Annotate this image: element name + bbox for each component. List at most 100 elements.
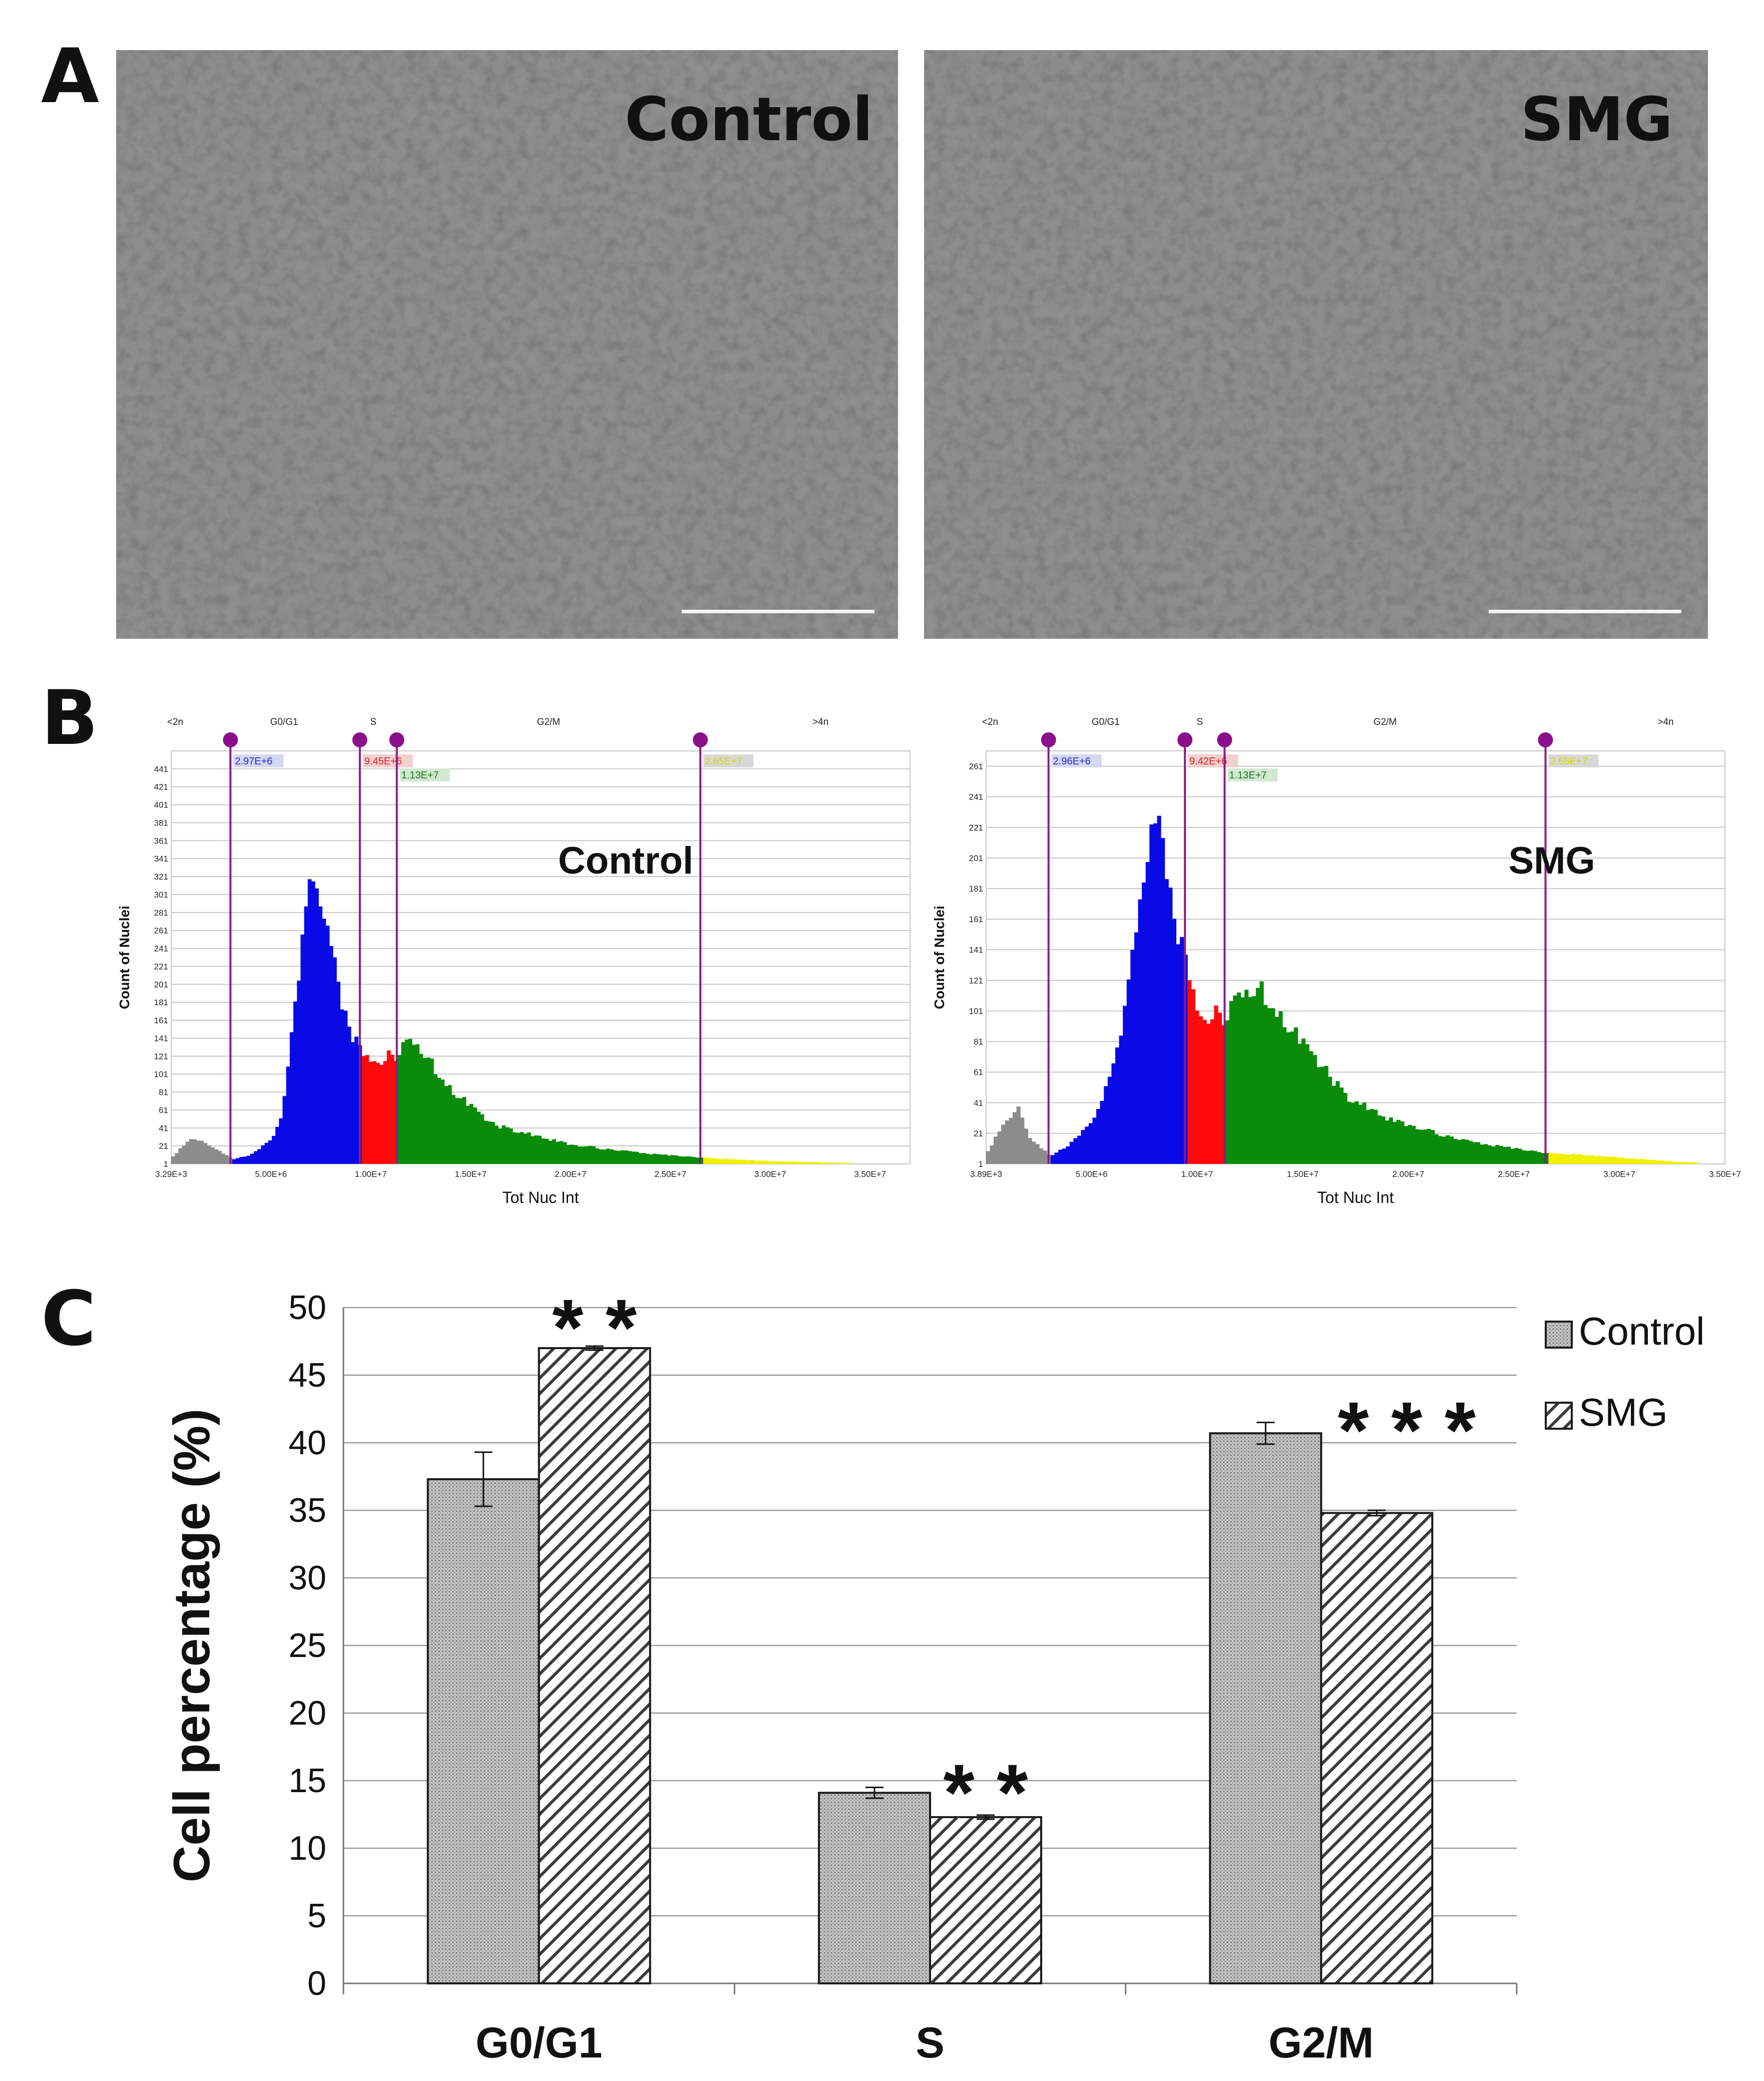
- histogram-bar: [480, 1114, 485, 1164]
- histogram-bar: [706, 1158, 711, 1164]
- histogram-bar: [1609, 1156, 1614, 1164]
- histogram-bar: [530, 1136, 535, 1164]
- histogram-bar: [404, 1039, 409, 1164]
- y-tick-label: 141: [154, 1034, 168, 1043]
- histogram-bar: [210, 1147, 215, 1164]
- histogram-bar: [1681, 1161, 1686, 1164]
- histogram-bar: [311, 881, 315, 1164]
- histogram-bar: [192, 1139, 197, 1164]
- histogram-bar: [236, 1158, 240, 1164]
- histogram-bar: [660, 1154, 664, 1164]
- histogram-bar: [771, 1161, 775, 1164]
- chart-title: Control: [558, 840, 693, 882]
- histogram-bar: [1092, 1117, 1097, 1164]
- y-tick-label: 121: [969, 976, 983, 985]
- x-tick-label: 2.50E+7: [1498, 1169, 1530, 1179]
- histogram-bar: [1229, 1001, 1233, 1164]
- y-tick-label: 161: [969, 915, 983, 924]
- micrograph-control-image: [116, 50, 898, 639]
- histogram-bar: [300, 934, 305, 1164]
- y-tick-label: 161: [154, 1016, 168, 1025]
- histogram-bar: [1442, 1136, 1447, 1164]
- micrograph-smg-label: SMG: [1520, 85, 1673, 155]
- histogram-bar: [588, 1146, 592, 1164]
- histogram-bar: [807, 1162, 811, 1164]
- histogram-bar: [1670, 1161, 1674, 1164]
- x-tick-label: 3.50E+7: [854, 1169, 886, 1179]
- histogram-bar: [1062, 1148, 1066, 1164]
- y-tick-label: 321: [154, 872, 168, 882]
- histogram-bar: [397, 1055, 402, 1164]
- histogram-bar: [1689, 1162, 1693, 1164]
- histogram-bar: [469, 1104, 474, 1164]
- histogram-bar: [1518, 1148, 1522, 1164]
- histogram-bar: [513, 1132, 517, 1164]
- histogram-bar: [1503, 1146, 1507, 1164]
- histogram-bar: [1096, 1109, 1101, 1164]
- histogram-bar: [1351, 1102, 1355, 1164]
- y-tick-label: 20: [288, 1694, 326, 1732]
- histogram-bar: [1362, 1102, 1367, 1164]
- panel-label-a: A: [41, 33, 100, 120]
- histogram-bar: [775, 1161, 779, 1164]
- significance-marker: * * *: [1338, 1385, 1476, 1475]
- histogram-bar: [448, 1085, 452, 1164]
- histogram-bar: [1431, 1130, 1435, 1164]
- y-tick-label: 441: [154, 764, 168, 774]
- gate-value: 2.96E+6: [1053, 756, 1091, 767]
- histogram-bar: [671, 1155, 675, 1164]
- histogram-bar: [1434, 1134, 1439, 1164]
- gate-handle: [693, 732, 708, 747]
- bar-control: [1209, 1432, 1322, 1985]
- y-tick-label: 10: [288, 1829, 326, 1867]
- histogram-bar: [1677, 1161, 1682, 1164]
- histogram-bar: [1312, 1055, 1317, 1164]
- histogram-bar: [1666, 1160, 1670, 1164]
- histogram-bar: [218, 1151, 222, 1164]
- x-category-label: G2/M: [1268, 2019, 1374, 2067]
- histogram-bar: [412, 1045, 416, 1164]
- histogram-bar: [757, 1160, 761, 1164]
- micrograph-smg: SMG: [924, 50, 1708, 639]
- histogram-bar: [527, 1132, 531, 1164]
- gate-label: <2n: [982, 717, 998, 727]
- panel-label-c: C: [41, 1276, 97, 1363]
- histogram-bar: [1400, 1121, 1405, 1164]
- histogram-bar: [1240, 997, 1245, 1164]
- histogram-bar: [767, 1161, 772, 1164]
- y-tick-label: 0: [307, 1964, 326, 2002]
- histogram-bar: [408, 1039, 412, 1164]
- histogram-bar: [1347, 1101, 1352, 1164]
- y-tick-label: 35: [288, 1491, 326, 1529]
- histogram-bar: [1282, 1027, 1287, 1164]
- histogram-bar: [1450, 1136, 1454, 1164]
- histogram-bar: [433, 1074, 437, 1164]
- histogram-bar: [581, 1146, 585, 1164]
- panel-label-b: B: [41, 675, 99, 762]
- histogram-bar: [1662, 1160, 1667, 1164]
- x-tick-label: 1.00E+7: [355, 1169, 387, 1179]
- histogram-bar: [717, 1158, 722, 1164]
- y-axis-title: Cell percentage (%): [163, 1409, 220, 1883]
- gate-value-box: [1188, 754, 1238, 767]
- histogram-smg: 1214161811011211411611812012212412613.89…: [932, 717, 1741, 1206]
- histogram-bar: [1586, 1155, 1591, 1164]
- histogram-bar: [1510, 1148, 1515, 1164]
- histogram-bar: [189, 1139, 193, 1164]
- x-category-label: S: [916, 2019, 944, 2067]
- histogram-bar: [225, 1155, 229, 1164]
- histogram-bar: [1024, 1128, 1028, 1164]
- histogram-bar: [674, 1155, 679, 1164]
- histogram-bar: [631, 1151, 635, 1164]
- y-tick-label: 401: [154, 800, 168, 810]
- histogram-bar: [1191, 989, 1195, 1164]
- histogram-bar: [667, 1155, 671, 1164]
- histogram-bar: [444, 1086, 449, 1164]
- histogram-bar: [1339, 1087, 1344, 1164]
- histogram-bar: [178, 1148, 183, 1164]
- histogram-bar: [1187, 980, 1192, 1164]
- y-tick-label: 45: [288, 1356, 326, 1394]
- histogram-bar: [1571, 1153, 1576, 1164]
- histogram-bar: [1316, 1067, 1321, 1164]
- histogram-bar: [340, 1009, 344, 1164]
